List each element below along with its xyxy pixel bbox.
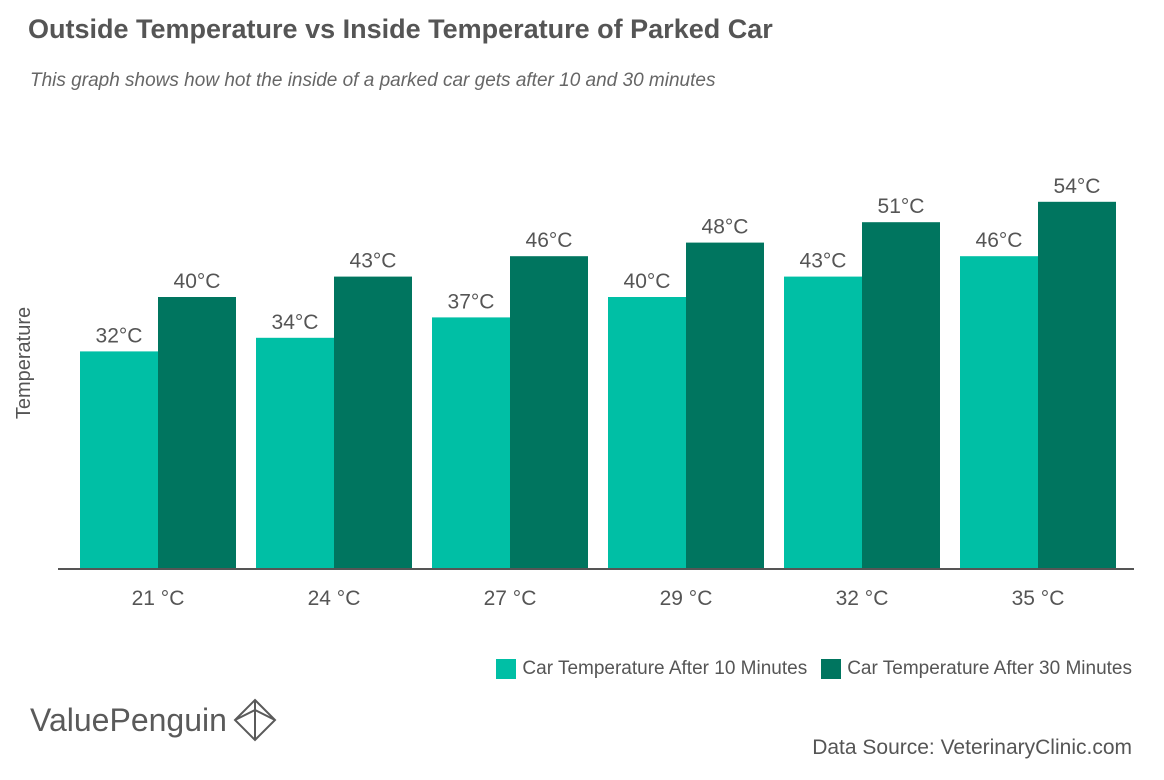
x-tick-label-1: 24 °C: [308, 587, 361, 610]
legend-swatch-10-min: [496, 659, 517, 679]
chart-subtitle: This graph shows how hot the inside of a…: [30, 70, 716, 91]
data-label-30-min-2: 46°C: [526, 229, 573, 252]
bar-30-min-3: [686, 242, 764, 569]
data-label-10-min-2: 37°C: [448, 290, 495, 313]
brand-name: ValuePenguin: [30, 701, 227, 738]
data-label-10-min-4: 43°C: [800, 250, 847, 273]
legend-label-30-min: Car Temperature After 30 Minutes: [847, 658, 1132, 679]
bar-10-min-4: [784, 276, 862, 569]
valuepenguin-logo-icon: [233, 698, 277, 742]
data-label-10-min-0: 32°C: [96, 324, 143, 347]
data-source: Data Source: VeterinaryClinic.com: [812, 736, 1132, 759]
x-tick-label-0: 21 °C: [132, 587, 185, 610]
bar-30-min-5: [1038, 201, 1116, 570]
bar-10-min-1: [256, 337, 334, 569]
x-tick-label-2: 27 °C: [484, 587, 537, 610]
y-axis-label: Temperature: [13, 307, 35, 419]
data-label-30-min-4: 51°C: [878, 195, 925, 218]
brand-logo: ValuePenguin: [30, 698, 277, 742]
bar-30-min-0: [158, 297, 236, 569]
bar-30-min-1: [334, 276, 412, 569]
data-label-30-min-5: 54°C: [1054, 175, 1101, 198]
bar-30-min-4: [862, 222, 940, 569]
x-tick-labels: 21 °C 24 °C 27 °C 29 °C 32 °C 35 °C: [132, 587, 1065, 610]
data-label-30-min-1: 43°C: [350, 250, 397, 273]
chart-title: Outside Temperature vs Inside Temperatur…: [28, 14, 773, 44]
data-label-10-min-5: 46°C: [976, 229, 1023, 252]
legend-item-10-min: Car Temperature After 10 Minutes: [496, 658, 807, 680]
x-tick-label-4: 32 °C: [836, 587, 889, 610]
x-tick-label-5: 35 °C: [1012, 587, 1065, 610]
bar-10-min-0: [80, 351, 158, 569]
bar-chart: Temperature 32°C 40°C 34°C 43°C 37°C 46°C 40°C…: [13, 175, 1134, 610]
data-label-10-min-1: 34°C: [272, 311, 319, 334]
legend-label-10-min: Car Temperature After 10 Minutes: [522, 658, 808, 679]
bar-10-min-5: [960, 256, 1038, 569]
legend: Car Temperature After 10 Minutes Car Tem…: [482, 658, 1132, 680]
data-label-30-min-0: 40°C: [174, 270, 221, 293]
bars-layer: 32°C 40°C 34°C 43°C 37°C 46°C 40°C 48°C 43°C 51°C…: [80, 175, 1116, 570]
bar-10-min-2: [432, 317, 510, 569]
data-label-30-min-3: 48°C: [702, 216, 749, 239]
data-label-10-min-3: 40°C: [624, 270, 671, 293]
bar-30-min-2: [510, 256, 588, 569]
bar-10-min-3: [608, 297, 686, 569]
x-tick-label-3: 29 °C: [660, 587, 713, 610]
legend-item-30-min: Car Temperature After 30 Minutes: [821, 658, 1132, 680]
legend-swatch-30-min: [821, 659, 842, 679]
